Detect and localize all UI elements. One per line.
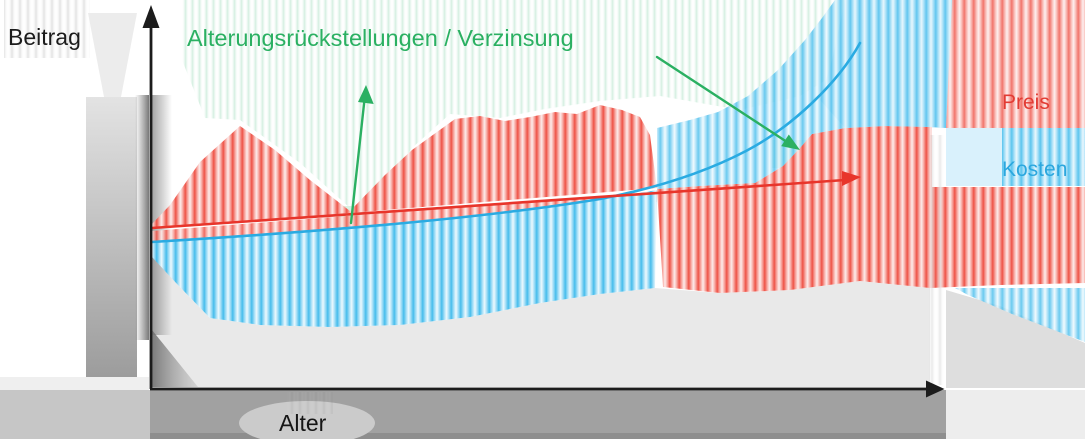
axis-corner-shadow-wedge — [152, 330, 198, 387]
x-axis-label: Alter — [279, 410, 327, 436]
cost-label-block-hatch — [1002, 128, 1085, 186]
price-line — [150, 178, 847, 230]
cost-label: Kosten — [1002, 158, 1067, 181]
left-gray-column — [86, 97, 137, 378]
below-axis-left-gray — [0, 390, 150, 439]
x-label-smear — [287, 392, 333, 414]
cost-band-crossing — [657, 0, 952, 189]
plot-floor-gray-right — [946, 290, 1085, 388]
label-smear-texture — [4, 0, 90, 58]
reserve-annotation-label: Alterungsrückstellungen / Verzinsung — [187, 25, 574, 51]
x-axis-arrowhead-icon — [926, 380, 945, 398]
below-axis-right-light — [946, 390, 1085, 439]
price-line-arrowhead-icon — [842, 171, 861, 186]
cost-band-right-tail — [955, 288, 1085, 342]
price-line-fringe — [152, 192, 657, 243]
green-smear-haze — [182, 0, 855, 208]
left-light-strip — [0, 377, 149, 390]
plot-floor-gray — [152, 254, 930, 388]
y-axis-label: Beitrag — [8, 24, 81, 50]
reserve-arrow-up — [349, 93, 367, 225]
price-band-saving-phase — [152, 105, 657, 229]
axis-shadow-funnel — [88, 13, 137, 97]
price-label-block — [946, 0, 1085, 128]
price-label: Preis — [1002, 91, 1050, 114]
reserve-arrow-down — [655, 55, 789, 144]
x-axis-label-halo — [239, 401, 375, 439]
reserve-arrow-down-head-icon — [781, 134, 800, 150]
cost-band-young-ages — [152, 190, 657, 327]
arrow-smear-texture — [928, 135, 944, 385]
reserve-arrow-up-head-icon — [358, 85, 374, 104]
price-band-dissaving-phase — [657, 126, 1085, 293]
y-axis-arrowhead-icon — [142, 5, 160, 28]
below-axis-dark-strip — [150, 433, 946, 439]
y-axis-shadow-left — [135, 95, 149, 340]
